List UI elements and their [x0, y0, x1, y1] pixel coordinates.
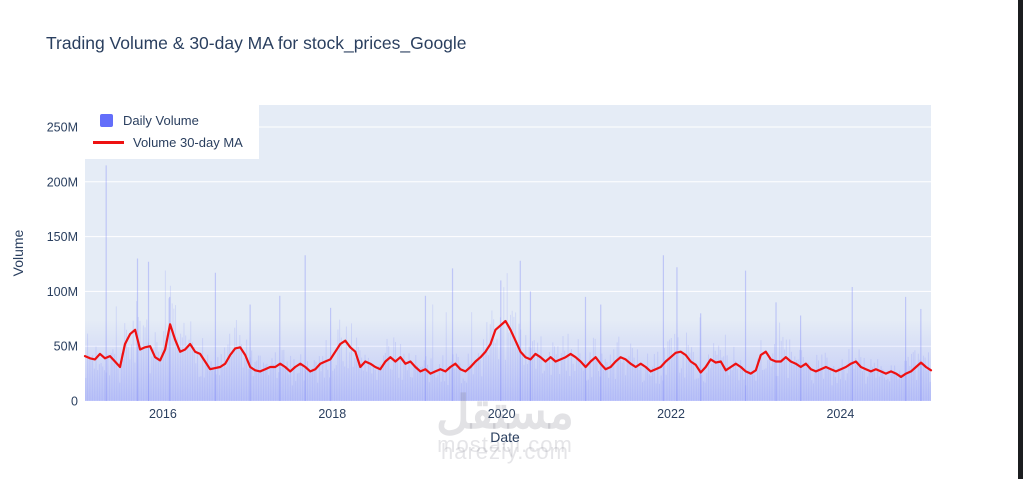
legend-label-daily-volume: Daily Volume: [123, 113, 199, 128]
x-tick-label: 2024: [826, 407, 854, 421]
line-swatch-icon: [93, 141, 124, 144]
y-axis-title: Volume: [10, 229, 26, 277]
ma-line: [83, 319, 933, 378]
x-tick-label: 2018: [318, 407, 346, 421]
x-tick-label: 2016: [149, 407, 177, 421]
legend-item-volume-ma[interactable]: Volume 30-day MA: [93, 135, 243, 150]
y-tick-label: 150M: [47, 230, 78, 244]
legend-item-daily-volume[interactable]: Daily Volume: [93, 113, 243, 128]
chart-title: Trading Volume & 30-day MA for stock_pri…: [46, 33, 467, 53]
legend: Daily Volume Volume 30-day MA: [85, 105, 259, 159]
bar-swatch-icon: [100, 114, 113, 127]
legend-label-volume-ma: Volume 30-day MA: [133, 135, 243, 150]
x-axis-title: Date: [490, 429, 520, 445]
y-tick-label: 100M: [47, 285, 78, 299]
y-tick-label: 0: [71, 395, 78, 409]
x-tick-label: 2020: [488, 407, 516, 421]
volume-density-band: [85, 319, 931, 401]
y-tick-label: 250M: [47, 121, 78, 135]
y-tick-label: 50M: [54, 340, 78, 354]
x-tick-label: 2022: [657, 407, 685, 421]
window-right-edge: [1018, 0, 1023, 479]
y-tick-label: 200M: [47, 175, 78, 189]
